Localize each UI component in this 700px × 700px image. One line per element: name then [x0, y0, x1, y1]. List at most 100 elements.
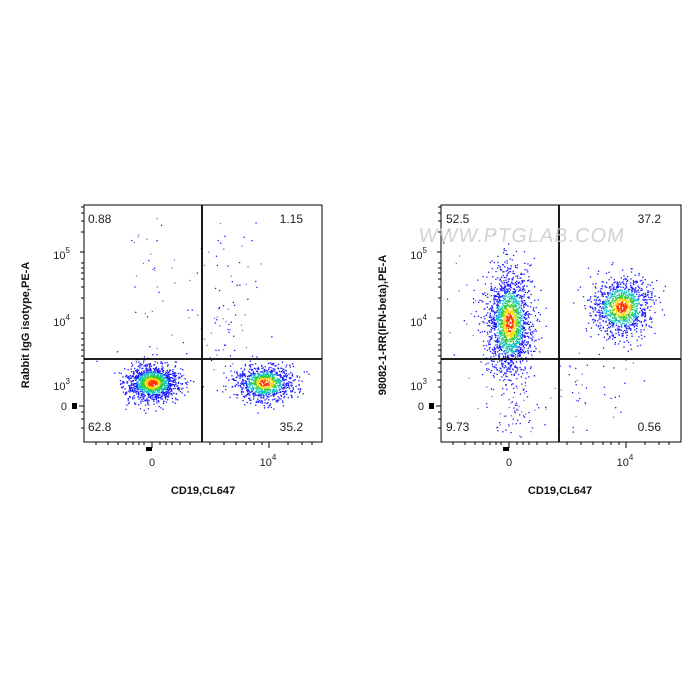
- event-dot: [631, 319, 633, 321]
- event-dot: [253, 379, 255, 382]
- event-dot: [251, 390, 253, 392]
- event-dot: [626, 280, 628, 283]
- event-dot: [521, 340, 524, 342]
- event-dot: [501, 331, 503, 333]
- event-dot: [626, 291, 628, 294]
- event-dot: [151, 391, 153, 394]
- event-dot: [498, 293, 500, 296]
- event-dot: [633, 304, 635, 306]
- event-dot: [248, 365, 250, 367]
- event-dot: [602, 295, 604, 297]
- event-dot: [157, 373, 160, 375]
- event-dot: [514, 344, 516, 346]
- event-dot: [138, 385, 140, 388]
- event-dot: [240, 391, 243, 394]
- event-dot: [601, 280, 603, 283]
- event-dot: [162, 383, 164, 385]
- event-dot: [611, 263, 613, 266]
- event-dot: [271, 371, 273, 373]
- event-dot: [165, 392, 167, 394]
- event-dot: [169, 377, 171, 379]
- event-dot: [242, 387, 244, 389]
- event-dot: [236, 284, 238, 286]
- event-dot: [246, 394, 248, 396]
- event-dot: [499, 302, 501, 304]
- event-dot: [234, 385, 236, 387]
- event-dot: [630, 278, 632, 280]
- event-dot: [141, 381, 143, 383]
- event-dot: [609, 312, 611, 314]
- event-dot: [154, 383, 157, 385]
- event-dot: [531, 281, 533, 283]
- event-dot: [505, 361, 507, 363]
- event-dot: [527, 323, 529, 326]
- event-dot: [153, 364, 155, 366]
- event-dot: [142, 388, 145, 390]
- event-dot: [631, 301, 633, 303]
- event-dot: [515, 372, 517, 374]
- event-dot: [177, 372, 180, 375]
- event-dot: [515, 370, 517, 372]
- event-dot: [612, 317, 614, 319]
- event-dot: [264, 370, 266, 372]
- event-dot: [269, 370, 272, 373]
- event-dot: [534, 350, 536, 352]
- event-dot: [144, 382, 146, 384]
- event-dot: [273, 380, 275, 382]
- event-dot: [150, 365, 152, 367]
- event-dot: [507, 346, 509, 348]
- event-dot: [489, 301, 491, 303]
- event-dot: [277, 381, 280, 384]
- event-dot: [246, 377, 248, 380]
- event-dot: [136, 385, 138, 387]
- event-dot: [608, 271, 610, 273]
- event-dot: [488, 308, 491, 311]
- event-dot: [512, 270, 514, 272]
- event-dot: [640, 320, 642, 323]
- event-dot: [632, 281, 635, 283]
- event-dot: [497, 316, 500, 318]
- event-dot: [599, 312, 601, 314]
- event-dot: [504, 365, 506, 367]
- event-dot: [251, 369, 253, 371]
- event-dot: [498, 341, 501, 343]
- event-dot: [144, 364, 147, 366]
- event-dot: [514, 320, 516, 322]
- event-dot: [488, 324, 490, 327]
- event-dot: [497, 351, 499, 353]
- event-dot: [501, 286, 503, 288]
- event-dot: [271, 369, 273, 371]
- event-dot: [484, 308, 486, 310]
- event-dot: [520, 317, 522, 319]
- event-dot: [610, 302, 612, 304]
- event-dot: [173, 381, 175, 384]
- event-dot: [493, 360, 495, 362]
- event-dot: [166, 388, 168, 390]
- event-dot: [601, 293, 603, 296]
- event-dot: [511, 344, 513, 346]
- event-dot: [494, 340, 496, 342]
- event-dot: [263, 382, 265, 384]
- event-dot: [530, 264, 532, 266]
- event-dot: [525, 304, 528, 306]
- event-dot: [625, 294, 627, 296]
- event-dot: [282, 377, 285, 379]
- event-dot: [587, 299, 589, 301]
- event-dot: [162, 390, 165, 392]
- event-dot: [509, 297, 511, 300]
- event-dot: [505, 360, 507, 363]
- event-dot: [654, 295, 656, 297]
- event-dot: [620, 299, 622, 301]
- event-dot: [126, 382, 128, 384]
- event-dot: [509, 348, 511, 350]
- event-dot: [511, 259, 513, 261]
- event-dot: [636, 300, 638, 302]
- event-dot: [527, 305, 529, 307]
- event-dot: [495, 367, 498, 369]
- event-dot: [261, 391, 264, 393]
- event-dot: [503, 286, 506, 288]
- event-dot: [509, 283, 512, 286]
- event-dot: [507, 289, 509, 291]
- event-dot: [269, 404, 271, 406]
